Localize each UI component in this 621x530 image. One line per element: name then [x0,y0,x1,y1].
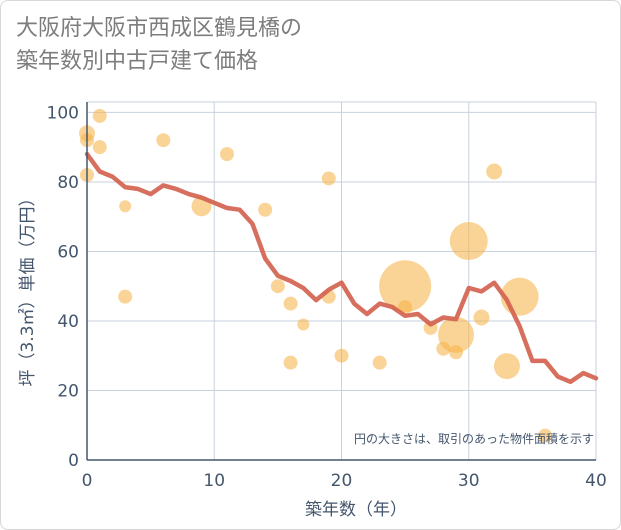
bubble-point [493,353,520,380]
chart-title-line-2: 築年数別中古戸建て価格 [16,49,259,74]
chart-title: 大阪府大阪市西成区鶴見橋の 築年数別中古戸建て価格 [16,12,302,78]
y-tick-label: 100 [47,103,79,123]
y-tick-label: 20 [57,381,79,401]
y-axis-title: 坪（3.3㎡）単価（万円） [18,189,38,386]
trend-line [84,151,599,385]
bubble-point [297,318,310,331]
y-tick-label: 40 [57,312,79,332]
bubble-point [283,296,298,311]
bubble-size-note: 円の大きさは、取引のあった物件面積を示す [354,431,594,446]
bubble-point [219,147,234,162]
y-tick-label: 60 [57,242,79,262]
bubble-point [334,348,349,363]
axes: 0 10 20 30 40 0 20 40 60 80 100 [47,102,607,491]
bubble-point [379,260,432,313]
bubble-point [372,355,387,370]
bubble-point [92,140,107,155]
grid-lines [87,101,597,460]
bubble-point [473,309,490,326]
bubble-point [398,300,413,315]
y-tick-label: 0 [68,451,79,471]
bubble-point [438,316,475,353]
x-tick-label: 20 [331,471,353,491]
x-axis-title: 築年数（年） [305,500,407,520]
x-tick-label: 10 [203,471,225,491]
trend-series [84,151,599,385]
x-tick-label: 40 [585,471,607,491]
bubble-point [258,202,273,217]
bubble-point [270,279,285,294]
bubble-point [283,355,298,370]
bubble-point [486,163,503,180]
y-tick-label: 80 [57,173,79,193]
bubble-point [449,222,488,261]
bubble-point [449,345,464,360]
x-tick-label: 0 [82,471,93,491]
bubble-point [538,428,553,443]
bubble-point [119,200,132,213]
bubble-series [79,108,553,443]
bubble-point [156,133,171,148]
bubble-point [321,171,336,186]
x-tick-label: 30 [458,471,480,491]
chart-title-line-1: 大阪府大阪市西成区鶴見橋の [16,16,303,41]
bubble-point [92,108,107,123]
bubble-point [118,289,133,304]
